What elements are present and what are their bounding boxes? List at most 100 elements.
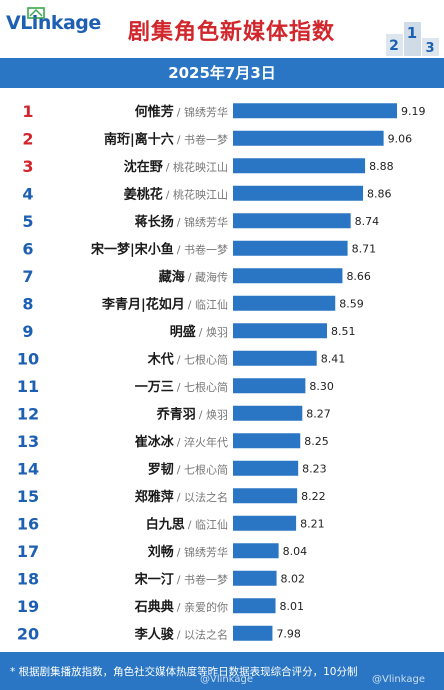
bar	[233, 488, 298, 504]
rank-number: 4	[22, 184, 33, 203]
role-name: 刘畅	[148, 544, 174, 560]
role-label: 李青月|花如月 / 临江仙	[101, 296, 228, 312]
bar	[233, 295, 336, 311]
bar	[233, 240, 348, 256]
svg-text:3: 3	[425, 41, 434, 56]
vlinkage-logo: VLinkage	[6, 12, 101, 34]
rank-number: 9	[22, 322, 33, 341]
rank-number: 8	[22, 294, 33, 313]
drama-name: / 锦绣芳华	[177, 545, 228, 559]
role-label: 姜桃花 / 桃花映江山	[124, 186, 228, 202]
value-label: 8.23	[302, 462, 327, 475]
value-label: 8.66	[346, 270, 371, 283]
ranking-chart: 1 何惟芳 / 锦绣芳华 9.192 南珩|离十六 / 书卷一梦 9.063 沈在野 / 桃花映…	[17, 102, 426, 644]
podium-icon: 2 1 3	[386, 22, 439, 56]
value-label: 8.25	[304, 435, 329, 448]
drama-name: / 以法之名	[177, 627, 228, 641]
svg-text:1: 1	[407, 24, 417, 42]
bar	[233, 103, 397, 119]
drama-name: / 以法之名	[177, 490, 228, 504]
role-label: 一万三 / 七根心简	[135, 380, 228, 395]
role-name: 崔冰冰	[135, 434, 175, 450]
value-label: 8.02	[281, 572, 306, 585]
role-name: 木代	[147, 351, 174, 367]
role-name: 明盛	[170, 324, 196, 340]
role-label: 崔冰冰 / 淬火年代	[135, 434, 228, 450]
footer-note-bar: * 根据剧集播放指数，角色社交媒体热度等昨日数据表现综合评分，10分制	[0, 652, 444, 690]
bar	[233, 213, 351, 229]
value-label: 8.30	[309, 380, 334, 393]
bar	[233, 460, 299, 476]
role-label: 罗韧 / 七根心简	[148, 461, 228, 477]
rank-number: 1	[22, 102, 33, 121]
role-name: 姜桃花	[124, 186, 163, 202]
role-name: 南珩|离十六	[104, 131, 174, 147]
value-label: 8.22	[301, 490, 326, 503]
role-name: 郑雅萍	[135, 489, 174, 505]
value-label: 8.21	[300, 517, 325, 530]
role-name: 一万三	[135, 380, 174, 395]
value-label: 9.06	[388, 132, 413, 145]
role-name: 宋一梦|宋小鱼	[90, 241, 174, 257]
bar	[233, 130, 384, 146]
role-name: 蒋长扬	[135, 214, 174, 230]
role-label: 李人骏 / 以法之名	[134, 626, 228, 642]
role-name: 李人骏	[134, 626, 175, 642]
role-name: 罗韧	[148, 461, 174, 477]
value-label: 8.71	[352, 242, 377, 255]
drama-name: / 临江仙	[188, 517, 228, 531]
role-name: 石典典	[134, 599, 174, 615]
drama-name: / 七根心简	[177, 462, 228, 476]
drama-name: / 淬火年代	[177, 435, 228, 449]
bar	[233, 570, 277, 586]
role-label: 宋一梦|宋小鱼 / 书卷一梦	[90, 241, 228, 257]
svg-text:2: 2	[389, 38, 399, 54]
value-label: 8.27	[306, 407, 331, 420]
watermark-right: @Vlinkage	[372, 674, 425, 685]
role-label: 刘畅 / 锦绣芳华	[148, 544, 228, 560]
page-title: 剧集角色新媒体指数	[128, 20, 336, 45]
role-label: 宋一汀 / 书卷一梦	[134, 571, 228, 587]
rank-number: 2	[22, 129, 33, 148]
role-label: 明盛 / 焕羽	[170, 324, 228, 340]
value-label: 8.86	[367, 187, 392, 200]
rank-number: 10	[17, 349, 39, 368]
rank-number: 17	[17, 542, 39, 561]
role-label: 南珩|离十六 / 书卷一梦	[104, 131, 228, 147]
bar	[233, 405, 303, 421]
rank-number: 6	[22, 239, 33, 258]
header: VLinkage 剧集角色新媒体指数 2 1 3	[0, 0, 444, 58]
role-name: 白九思	[146, 516, 185, 532]
role-label: 沈在野 / 桃花映江山	[124, 159, 228, 175]
rank-number: 3	[22, 157, 33, 176]
rank-number: 11	[17, 377, 39, 396]
bar	[233, 543, 279, 559]
value-label: 8.04	[283, 545, 308, 558]
rank-number: 12	[17, 404, 39, 423]
value-label: 8.88	[369, 160, 394, 173]
rank-number: 16	[17, 514, 39, 533]
bar	[233, 625, 273, 641]
value-label: 9.19	[401, 105, 426, 118]
value-label: 8.59	[339, 297, 364, 310]
role-name: 乔青羽	[156, 406, 196, 422]
drama-name: / 锦绣芳华	[177, 105, 228, 119]
value-label: 7.98	[276, 627, 301, 640]
role-name: 何惟芳	[135, 104, 174, 120]
role-label: 木代 / 七根心简	[147, 351, 228, 367]
rank-number: 19	[17, 597, 39, 616]
rank-number: 7	[22, 267, 33, 286]
drama-name: / 焕羽	[199, 325, 228, 339]
rank-number: 14	[17, 459, 39, 478]
drama-name: / 七根心简	[177, 352, 228, 366]
role-label: 乔青羽 / 焕羽	[156, 406, 228, 422]
value-label: 8.41	[321, 352, 346, 365]
bar	[233, 515, 297, 531]
drama-name: / 焕羽	[199, 407, 228, 421]
rank-number: 5	[22, 212, 33, 231]
drama-name: / 书卷一梦	[177, 132, 228, 146]
rank-number: 13	[17, 432, 39, 451]
bar	[233, 185, 364, 201]
date-label: 2025年7月3日	[168, 64, 276, 82]
